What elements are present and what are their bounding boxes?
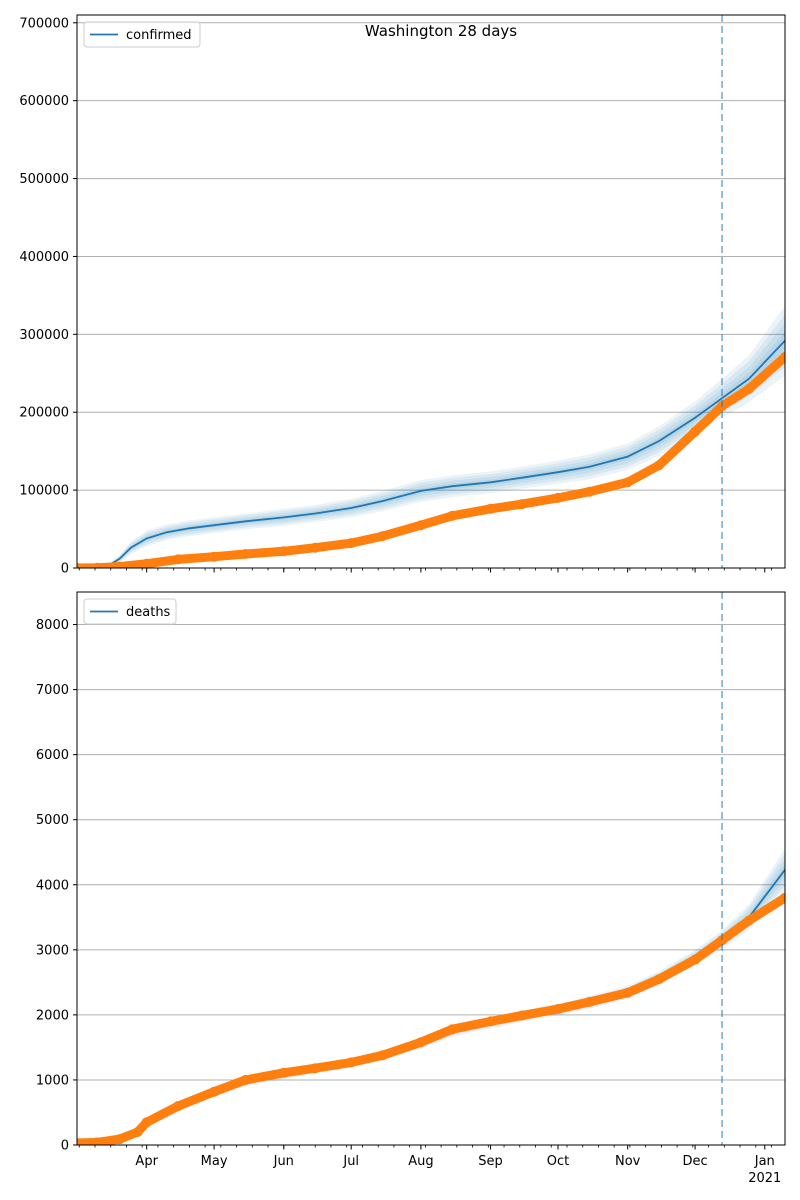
observed-point [209, 551, 220, 562]
chart-title: Washington 28 days [365, 22, 517, 40]
uncertainty-band [77, 323, 785, 568]
observed-point [114, 561, 125, 568]
observed-point [77, 563, 82, 568]
x-tick-label: Jul [342, 1154, 359, 1169]
observed-point [622, 987, 633, 998]
x-tick-label: Dec [683, 1154, 708, 1169]
observed-point [310, 1063, 321, 1074]
observed-point [553, 1004, 563, 1014]
observed-point [240, 1074, 251, 1085]
observed-point [92, 562, 103, 568]
legend-box [83, 598, 177, 625]
observed-point [92, 1137, 103, 1145]
legend: confirmed [83, 21, 201, 48]
y-tick-label: 100000 [19, 484, 69, 499]
observed-point [141, 1117, 152, 1128]
legend-box [83, 21, 201, 48]
y-tick-label: 1000 [36, 1073, 69, 1088]
y-tick-label: 7000 [36, 683, 69, 698]
observed-point [415, 1037, 426, 1048]
axes-frame [76, 14, 786, 569]
y-tick-label: 4000 [36, 878, 69, 893]
legend: deaths [83, 598, 177, 625]
x-tick-label: Sep [478, 1154, 503, 1169]
observed-point [173, 1101, 184, 1111]
observed-point [780, 892, 785, 903]
observed-point [485, 1016, 496, 1027]
y-tick-label: 500000 [19, 172, 69, 187]
observed-point [447, 1024, 458, 1035]
observed-point [553, 492, 563, 503]
observed-point [744, 383, 754, 394]
y-tick-label: 0 [61, 1139, 69, 1154]
y-tick-label: 700000 [19, 16, 69, 31]
observed-point [141, 558, 152, 568]
observed-point [485, 503, 496, 514]
observed-point [690, 426, 701, 437]
observed-point [517, 1010, 527, 1021]
x-tick-label: Apr [135, 1154, 158, 1169]
observed-point [717, 935, 728, 946]
observed-point [278, 1067, 289, 1078]
uncertainty-band [77, 331, 785, 568]
y-tick-label: 400000 [19, 250, 69, 265]
x-tick-label: May [201, 1154, 228, 1169]
legend-label: deaths [126, 605, 171, 620]
observed-point [584, 486, 595, 497]
confirmed-panel: 0 100000 200000 300000 400000 500000 600000 700… [19, 14, 786, 577]
plot-area [77, 848, 785, 1145]
observed-point [209, 1086, 220, 1097]
observed-point [744, 915, 754, 926]
model-line [77, 339, 785, 568]
observed-point [622, 477, 633, 488]
observed-point [346, 538, 357, 549]
y-tick-label: 5000 [36, 813, 69, 828]
observed-point [377, 531, 388, 542]
legend-label: confirmed [126, 28, 192, 43]
observed-point [114, 1134, 125, 1145]
observed-point [310, 542, 321, 553]
x-tick-label: Jun [273, 1154, 294, 1169]
observed-trace [77, 893, 785, 1145]
y-tick-label: 300000 [19, 328, 69, 343]
y-tick-label: 6000 [36, 748, 69, 763]
observed-point [377, 1050, 388, 1061]
y-tick-label: 0 [61, 562, 69, 577]
x-tick-label: Aug [408, 1154, 433, 1169]
uncertainty-band [77, 305, 785, 568]
observed-point [173, 554, 184, 565]
observed-point [690, 954, 701, 965]
observed-point [654, 974, 665, 985]
observed-point [447, 510, 458, 521]
plot-area [77, 305, 785, 568]
deaths-panel: 0 1000 2000 3000 4000 5000 6000 7000 8000 Apr May J… [36, 591, 786, 1186]
y-tick-label: 600000 [19, 94, 69, 109]
observed-point [415, 520, 426, 531]
observed-point [77, 1138, 82, 1145]
x-tick-label: Nov [615, 1154, 641, 1169]
observed-point [278, 546, 289, 557]
observed-point [654, 460, 665, 471]
observed-point [584, 996, 595, 1007]
y-tick-label: 2000 [36, 1008, 69, 1023]
observed-point [517, 499, 527, 510]
observed-point [780, 351, 785, 362]
y-tick-label: 3000 [36, 943, 69, 958]
y-tick-label: 8000 [36, 618, 69, 633]
y-tick-label: 200000 [19, 406, 69, 421]
x-tick-label: Jan [754, 1154, 775, 1169]
uncertainty-band [77, 314, 785, 568]
x-tick-label: Oct [547, 1154, 569, 1169]
observed-point [240, 549, 251, 559]
axes-frame [76, 591, 786, 1146]
observed-point [132, 1127, 143, 1137]
observed-point [346, 1057, 357, 1068]
x-tick-sublabel: 2021 [748, 1171, 781, 1186]
